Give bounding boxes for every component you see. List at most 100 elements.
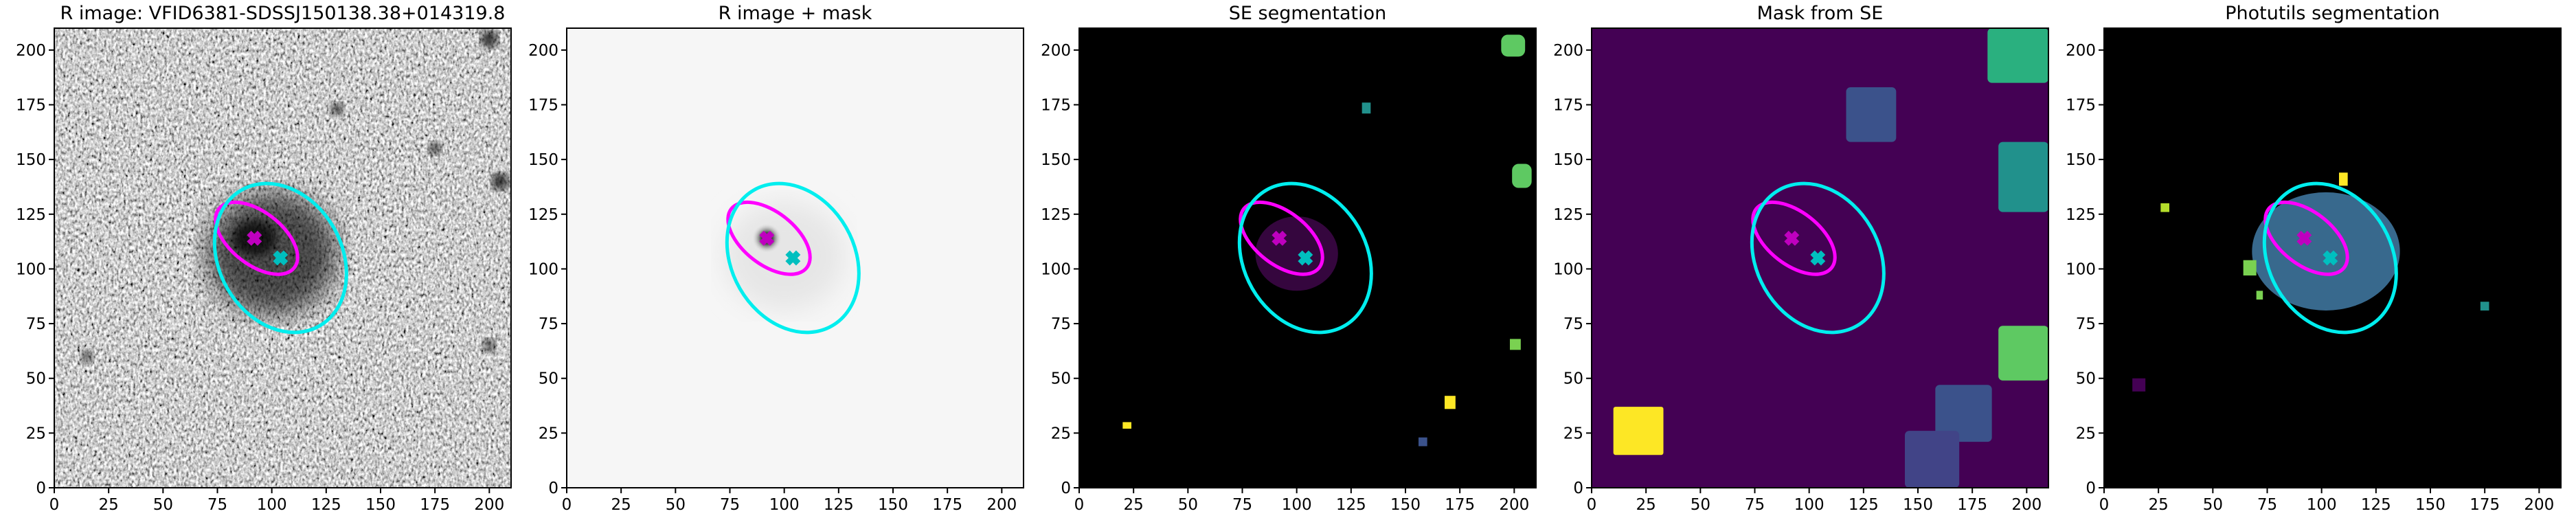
x-tick-label: 50 xyxy=(666,496,686,514)
x-tick-label: 200 xyxy=(986,496,1017,514)
y-tick-label: 25 xyxy=(539,425,558,442)
x-tick-label: 0 xyxy=(562,496,572,514)
marker xyxy=(1810,250,1826,266)
x-tick-label: 150 xyxy=(1390,496,1421,514)
x-tick-label: 50 xyxy=(1691,496,1710,514)
ellipse xyxy=(1237,181,1373,335)
ellipse xyxy=(2263,200,2349,276)
y-tick-label: 150 xyxy=(1553,151,1583,169)
ellipse xyxy=(1750,181,1886,335)
y-tick-label: 0 xyxy=(1061,480,1071,497)
x-tick-label: 0 xyxy=(49,496,60,514)
x-tick-label: 125 xyxy=(311,496,341,514)
y-tick-label: 125 xyxy=(1041,206,1071,224)
x-tick-label: 0 xyxy=(1587,496,1597,514)
x-tick-label: 125 xyxy=(2361,496,2391,514)
y-tick-label: 25 xyxy=(1051,425,1071,442)
x-tick-label: 25 xyxy=(99,496,119,514)
y-tick-label: 50 xyxy=(1051,370,1071,388)
marker xyxy=(273,250,289,266)
y-tick-label: 200 xyxy=(528,42,558,60)
x-tick-label: 150 xyxy=(365,496,396,514)
y-tick-label: 100 xyxy=(2066,260,2096,278)
y-tick-label: 150 xyxy=(2066,151,2096,169)
panel-title: R image + mask xyxy=(719,3,872,24)
x-tick-label: 50 xyxy=(2203,496,2223,514)
y-tick-label: 75 xyxy=(1563,315,1583,333)
x-tick-label: 25 xyxy=(2149,496,2169,514)
image-r xyxy=(54,28,511,488)
x-tick-label: 100 xyxy=(769,496,800,514)
y-tick-label: 150 xyxy=(1041,151,1071,169)
y-tick-label: 150 xyxy=(16,151,46,169)
y-tick-label: 0 xyxy=(1573,480,1583,497)
y-tick-label: 200 xyxy=(1553,42,1583,60)
marker xyxy=(1784,230,1800,246)
x-tick-label: 125 xyxy=(824,496,854,514)
ellipse xyxy=(1239,200,1324,276)
x-tick-label: 75 xyxy=(1745,496,1765,514)
y-tick-label: 200 xyxy=(1041,42,1071,60)
x-tick-label: 175 xyxy=(420,496,450,514)
marker xyxy=(1272,230,1287,246)
ellipse xyxy=(212,181,348,335)
ellipse xyxy=(725,181,861,335)
x-tick-label: 150 xyxy=(2415,496,2445,514)
x-tick-label: 125 xyxy=(1336,496,1366,514)
x-tick-label: 0 xyxy=(1074,496,1085,514)
x-tick-label: 200 xyxy=(2011,496,2042,514)
y-tick-label: 200 xyxy=(2066,42,2096,60)
y-tick-label: 75 xyxy=(26,315,46,333)
y-tick-label: 25 xyxy=(1563,425,1583,442)
y-tick-label: 0 xyxy=(2086,480,2096,497)
y-tick-label: 125 xyxy=(528,206,558,224)
axes-frame xyxy=(566,27,1024,488)
y-tick-label: 175 xyxy=(16,97,46,115)
x-tick-label: 100 xyxy=(1794,496,1824,514)
x-tick-label: 175 xyxy=(1957,496,1987,514)
ellipse xyxy=(1751,200,1837,276)
y-tick-label: 100 xyxy=(528,260,558,278)
ellipse xyxy=(214,200,300,276)
y-tick-label: 25 xyxy=(26,425,46,442)
axes-frame xyxy=(54,27,512,488)
panel-title: SE segmentation xyxy=(1229,3,1386,24)
marker xyxy=(759,230,775,246)
x-tick-label: 200 xyxy=(1499,496,1529,514)
x-tick-label: 25 xyxy=(1124,496,1144,514)
x-tick-label: 150 xyxy=(878,496,908,514)
axes-frame xyxy=(2103,27,2562,488)
y-tick-label: 75 xyxy=(539,315,558,333)
x-tick-label: 175 xyxy=(932,496,962,514)
ellipse xyxy=(2262,181,2398,335)
y-tick-label: 175 xyxy=(1553,97,1583,115)
panel-title: Mask from SE xyxy=(1757,3,1884,24)
x-tick-label: 50 xyxy=(153,496,173,514)
marker xyxy=(1298,250,1313,266)
y-tick-label: 100 xyxy=(1041,260,1071,278)
axes-frame xyxy=(1591,27,2049,488)
y-tick-label: 50 xyxy=(26,370,46,388)
x-tick-label: 150 xyxy=(1903,496,1933,514)
panel-title: R image: VFID6381-SDSSJ150138.38+014319.… xyxy=(60,3,506,24)
y-tick-label: 200 xyxy=(16,42,46,60)
x-tick-label: 200 xyxy=(2524,496,2554,514)
x-tick-label: 175 xyxy=(2470,496,2500,514)
y-tick-label: 125 xyxy=(2066,206,2096,224)
x-tick-label: 75 xyxy=(720,496,740,514)
y-tick-label: 75 xyxy=(2076,315,2096,333)
x-tick-label: 75 xyxy=(2257,496,2277,514)
y-tick-label: 50 xyxy=(1563,370,1583,388)
x-tick-label: 100 xyxy=(1282,496,1312,514)
y-tick-label: 0 xyxy=(548,480,558,497)
y-tick-label: 175 xyxy=(528,97,558,115)
x-tick-label: 75 xyxy=(207,496,227,514)
x-tick-label: 200 xyxy=(474,496,504,514)
y-tick-label: 50 xyxy=(2076,370,2096,388)
y-tick-label: 125 xyxy=(1553,206,1583,224)
x-tick-label: 100 xyxy=(2307,496,2337,514)
y-tick-label: 175 xyxy=(1041,97,1071,115)
x-tick-label: 125 xyxy=(1849,496,1879,514)
y-tick-label: 50 xyxy=(539,370,558,388)
